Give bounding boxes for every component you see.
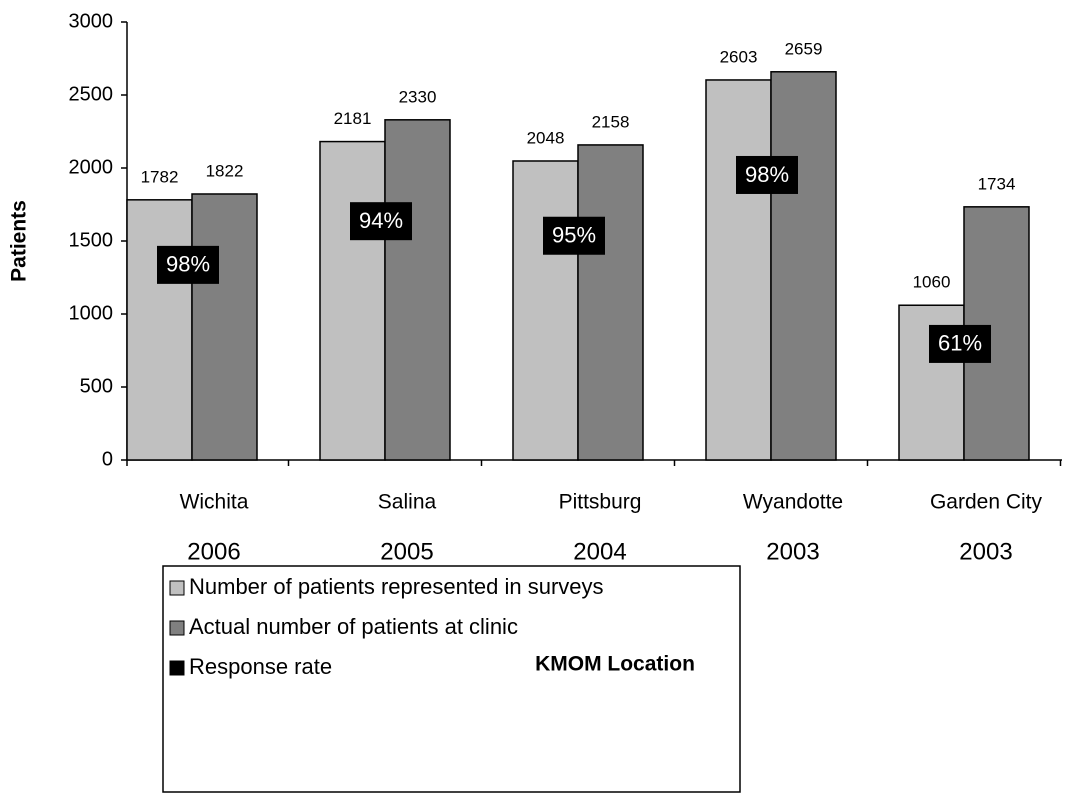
value-label: 2330 bbox=[399, 87, 437, 106]
y-tick-label: 2500 bbox=[69, 83, 114, 105]
bar bbox=[577, 144, 644, 461]
x-tick-label: Pittsburg bbox=[559, 491, 642, 514]
legend-swatch bbox=[169, 620, 185, 636]
x-tick-label: Salina bbox=[378, 491, 437, 514]
x-axis-title: KMOM Location bbox=[535, 653, 695, 676]
response-rate-label: 95% bbox=[552, 223, 596, 248]
y-tick-label: 1500 bbox=[69, 229, 114, 251]
legend-label: Number of patients represented in survey… bbox=[189, 574, 604, 599]
response-rate-box bbox=[736, 155, 798, 194]
x-tick-year: 2005 bbox=[380, 538, 433, 565]
bar bbox=[126, 199, 193, 461]
response-rate-box bbox=[543, 216, 605, 255]
y-tick-label: 1000 bbox=[69, 302, 114, 324]
bar bbox=[191, 193, 258, 461]
bar bbox=[384, 119, 451, 461]
legend-swatch bbox=[169, 580, 185, 596]
response-rate-label: 61% bbox=[938, 331, 982, 356]
legend-label: Response rate bbox=[189, 654, 332, 679]
response-rate-label: 94% bbox=[359, 208, 403, 233]
legend-label: Actual number of patients at clinic bbox=[189, 614, 518, 639]
x-tick-year: 2003 bbox=[959, 538, 1012, 565]
y-tick-label: 0 bbox=[102, 448, 113, 470]
y-tick-label: 2000 bbox=[69, 156, 114, 178]
bar bbox=[705, 79, 772, 461]
x-tick-label: Wichita bbox=[180, 491, 249, 514]
response-rate-box bbox=[157, 245, 219, 284]
value-label: 2603 bbox=[720, 47, 758, 66]
value-label: 2048 bbox=[527, 128, 565, 147]
value-label: 1822 bbox=[206, 161, 244, 180]
response-rate-box bbox=[350, 202, 412, 241]
value-label: 2659 bbox=[785, 39, 823, 58]
x-tick-year: 2003 bbox=[766, 538, 819, 565]
x-tick-label: Wyandotte bbox=[743, 491, 843, 514]
x-tick-label: Garden City bbox=[930, 491, 1043, 514]
value-label: 1782 bbox=[141, 167, 179, 186]
value-label: 2181 bbox=[334, 109, 372, 128]
y-tick-label: 3000 bbox=[69, 10, 114, 32]
legend-box bbox=[162, 565, 741, 793]
legend-swatch bbox=[169, 660, 185, 676]
value-label: 1060 bbox=[913, 273, 951, 292]
value-label: 2158 bbox=[592, 112, 630, 131]
y-tick-label: 500 bbox=[80, 375, 113, 397]
x-tick-year: 2004 bbox=[573, 538, 626, 565]
response-rate-label: 98% bbox=[166, 252, 210, 277]
bar bbox=[512, 160, 579, 461]
y-axis-title: Patients bbox=[8, 200, 31, 282]
bar bbox=[770, 71, 837, 461]
bar bbox=[319, 140, 386, 461]
value-label: 1734 bbox=[978, 174, 1016, 193]
response-rate-box bbox=[929, 324, 991, 363]
response-rate-label: 98% bbox=[745, 162, 789, 187]
x-tick-year: 2006 bbox=[187, 538, 240, 565]
